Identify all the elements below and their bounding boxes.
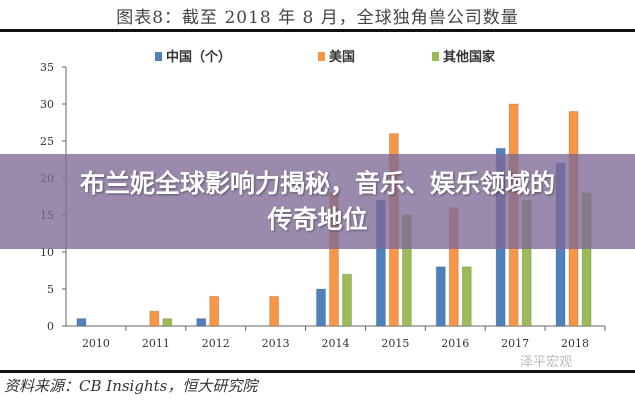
bar-2-2014	[342, 273, 352, 327]
y-tick-label: 35	[40, 61, 54, 74]
y-tick-label: 30	[40, 98, 54, 111]
bar-0-2016	[435, 266, 446, 327]
x-tick-label: 2015	[381, 337, 409, 350]
legend-swatch	[155, 52, 162, 61]
chart-title: 图表8：截至 2018 年 8 月，全球独角兽公司数量	[116, 8, 519, 28]
x-tick-label: 2012	[202, 337, 230, 350]
bar-1-2011	[149, 310, 160, 327]
x-tick-label: 2014	[322, 337, 350, 350]
bar-0-2014	[316, 288, 326, 327]
legend-label: 其他国家	[443, 49, 496, 65]
bar-0-2010	[76, 318, 87, 327]
watermark: 泽平宏观	[520, 355, 573, 370]
headline-text: 布兰妮全球影响力揭秘，音乐、娱乐领域的传奇地位	[79, 168, 555, 234]
bar-2-2011	[162, 318, 173, 327]
bar-1-2013	[269, 295, 280, 327]
x-tick-label: 2018	[561, 337, 589, 350]
x-tick-label: 2011	[142, 337, 170, 350]
x-tick-label: 2017	[501, 337, 529, 350]
legend-label: 中国（个）	[166, 49, 231, 65]
x-tick-label: 2010	[82, 337, 110, 350]
legend-swatch	[432, 52, 439, 61]
bar-1-2012	[209, 295, 220, 327]
x-tick-label: 2013	[262, 337, 290, 350]
legend-label: 美国	[329, 49, 355, 65]
y-tick-label: 25	[40, 135, 54, 148]
y-tick-label: 10	[40, 246, 54, 259]
bar-2-2016	[461, 266, 472, 327]
headline-banner[interactable]: 布兰妮全球影响力揭秘，音乐、娱乐领域的传奇地位	[0, 154, 635, 249]
y-tick-label: 0	[47, 320, 54, 333]
source-note: 资料来源：CB Insights，恒大研究院	[4, 377, 258, 395]
x-tick-label: 2016	[441, 337, 469, 350]
top-divider	[0, 29, 635, 32]
legend-swatch	[318, 52, 325, 61]
y-tick-label: 5	[47, 283, 54, 296]
bottom-divider	[0, 370, 635, 373]
bar-0-2012	[196, 318, 207, 327]
